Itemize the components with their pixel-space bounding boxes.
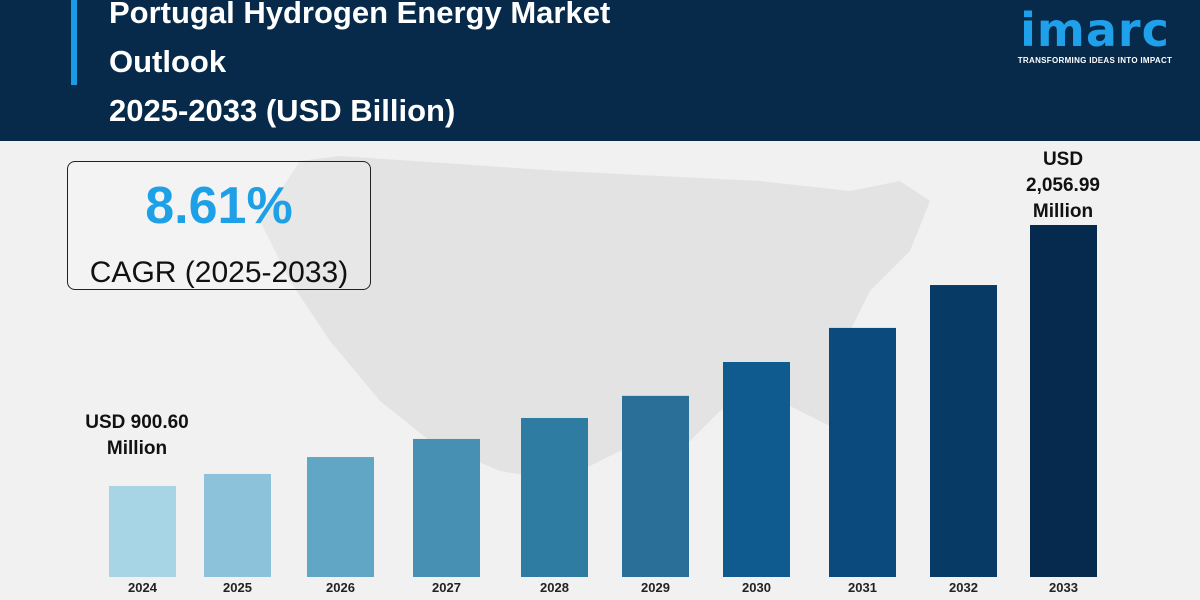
first-annotation-line-1: USD 900.60 xyxy=(85,412,189,433)
x-tick-label: 2025 xyxy=(223,580,252,595)
bar-2031 xyxy=(829,327,896,577)
cagr-label: CAGR (2025-2033) xyxy=(89,256,349,289)
x-tick-label: 2030 xyxy=(742,580,771,595)
logo-tagline: TRANSFORMING IDEAS INTO IMPACT xyxy=(1017,56,1173,65)
x-tick-label: 2031 xyxy=(848,580,877,595)
title-line-2: Outlook xyxy=(109,44,227,79)
title-line-3: 2025-2033 (USD Billion) xyxy=(109,93,456,128)
bar-2028 xyxy=(521,417,588,577)
x-tick-label: 2024 xyxy=(128,580,158,595)
chart-title: Portugal Hydrogen Energy Market Outlook … xyxy=(109,0,610,135)
imarc-logo: imarc TRANSFORMING IDEAS INTO IMPACT xyxy=(1010,2,1180,65)
usa-map-watermark-icon xyxy=(260,156,930,481)
x-tick-label: 2028 xyxy=(540,580,569,595)
first-annotation-line-2: Million xyxy=(106,438,168,459)
last-bar-annotation: USD 2,056.99 Million xyxy=(988,147,1138,225)
x-tick-label: 2033 xyxy=(1049,580,1078,595)
x-tick-label: 2026 xyxy=(326,580,355,595)
bar-2027 xyxy=(413,438,480,577)
last-annotation-line-2: 2,056.99 xyxy=(1026,175,1100,196)
bar-2024 xyxy=(109,486,176,577)
bar-2033 xyxy=(1030,225,1097,577)
bar-2026 xyxy=(307,457,374,577)
last-annotation-line-3: Million xyxy=(1032,201,1094,222)
title-line-1: Portugal Hydrogen Energy Market xyxy=(109,0,611,30)
x-tick-label: 2029 xyxy=(641,580,670,595)
first-bar-annotation: USD 900.60 Million xyxy=(62,410,212,462)
bar-2029 xyxy=(622,395,689,577)
last-annotation-line-1: USD xyxy=(1042,149,1084,170)
x-tick-label: 2027 xyxy=(432,580,461,595)
x-tick-label: 2032 xyxy=(949,580,978,595)
header-banner: Portugal Hydrogen Energy Market Outlook … xyxy=(0,0,1200,141)
logo-wordmark: imarc xyxy=(1020,3,1170,57)
cagr-box: 8.61% CAGR (2025-2033) xyxy=(67,161,371,290)
cagr-value: 8.61% xyxy=(145,177,293,235)
bar-2030 xyxy=(723,361,790,577)
title-accent-bar xyxy=(71,0,77,85)
bar-2025 xyxy=(204,473,271,577)
bar-2032 xyxy=(930,285,997,577)
